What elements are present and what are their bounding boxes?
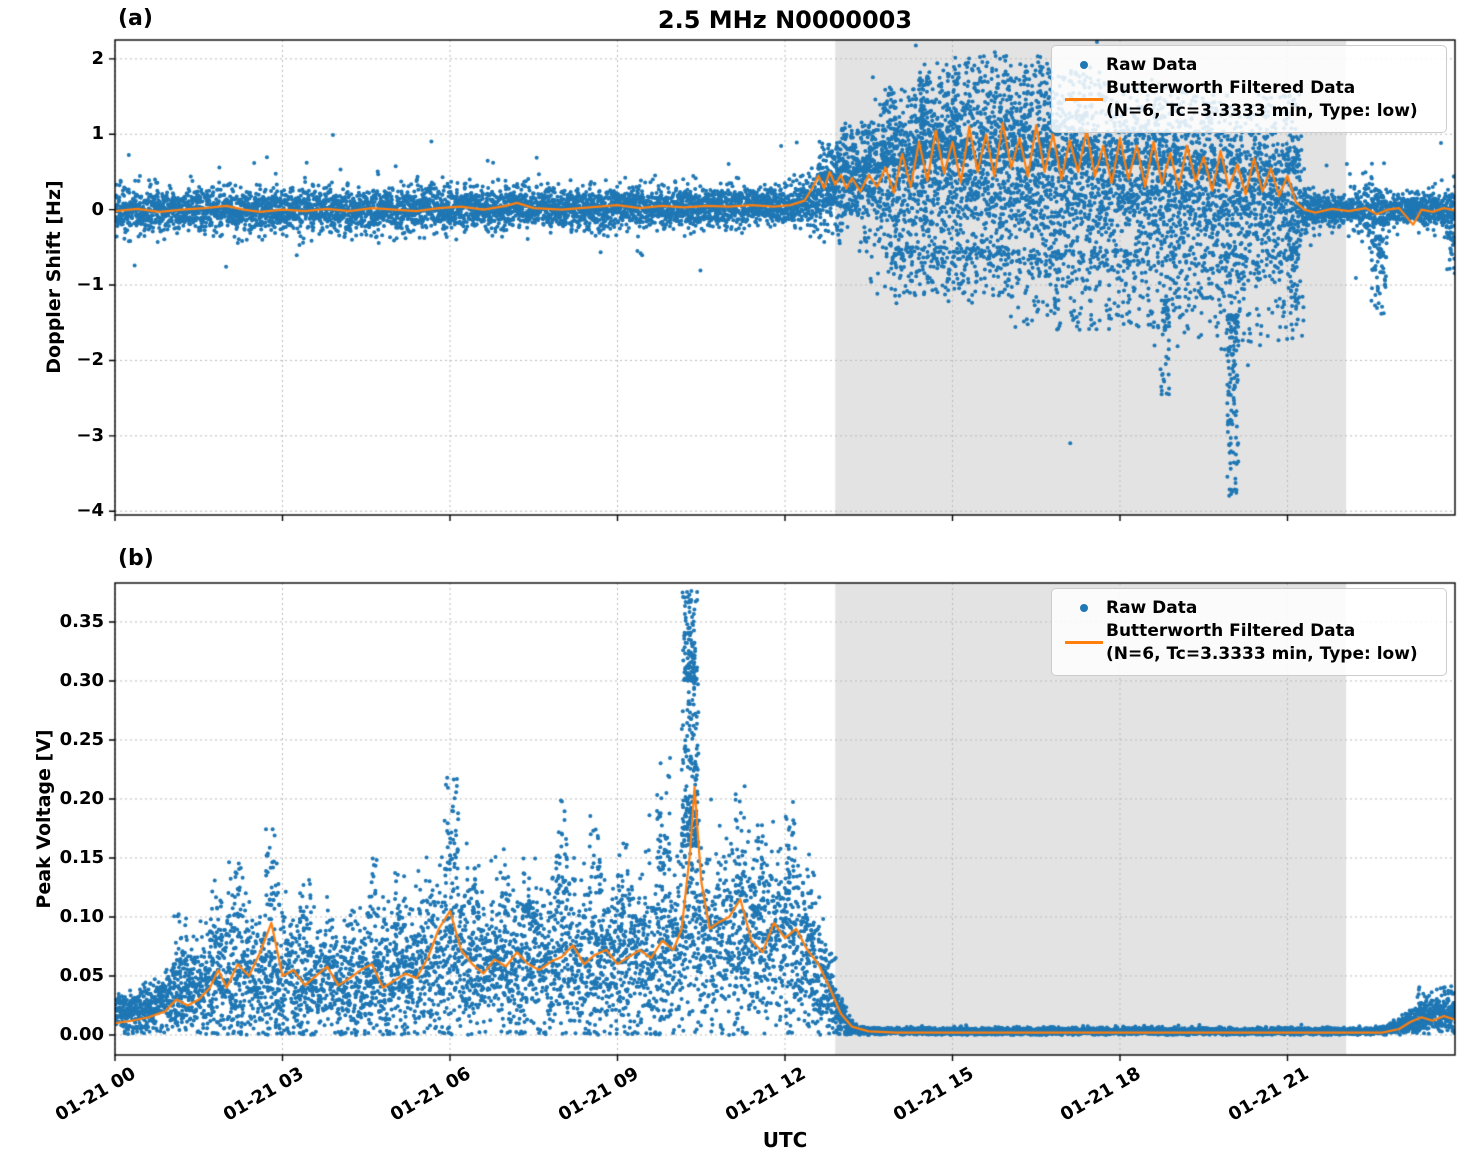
y-tick-label-a: −1: [76, 274, 104, 296]
legend-filtered-label: Butterworth Filtered Data: [1106, 620, 1356, 641]
legend-panel-b: Raw Data Butterworth Filtered Data (N=6,…: [1051, 588, 1447, 676]
legend-entry-filtered: Butterworth Filtered Data (N=6, Tc=3.333…: [1062, 77, 1434, 123]
y-tick-label-a: −3: [76, 424, 104, 446]
y-tick-label-a: −4: [76, 500, 104, 522]
raw-data-dot-marker: [1062, 604, 1106, 613]
filtered-line-marker: [1062, 98, 1106, 102]
legend-raw-label: Raw Data: [1106, 598, 1198, 618]
y-tick-label-a: 1: [91, 123, 104, 145]
y-tick-label-b: 0.15: [59, 846, 104, 868]
raw-data-dot-marker: [1062, 61, 1106, 70]
legend-entry-raw: Raw Data: [1062, 597, 1434, 620]
y-axis-label-voltage: Peak Voltage [V]: [33, 729, 55, 909]
legend-entry-raw: Raw Data: [1062, 54, 1434, 77]
legend-raw-label: Raw Data: [1106, 55, 1198, 75]
chart-title: 2.5 MHz N0000003: [657, 6, 913, 34]
panel-b-tag: (b): [118, 546, 154, 571]
y-tick-label-b: 0.05: [59, 964, 104, 986]
y-tick-label-b: 0.25: [59, 728, 104, 750]
legend-filtered-label: Butterworth Filtered Data: [1106, 77, 1356, 98]
y-tick-label-a: −2: [76, 349, 104, 371]
x-axis-label: UTC: [762, 1128, 808, 1152]
legend-filtered-sublabel: (N=6, Tc=3.3333 min, Type: low): [1106, 100, 1418, 121]
y-tick-label-b: 0.20: [59, 787, 104, 809]
y-tick-label-b: 0.10: [59, 905, 104, 927]
y-tick-label-a: 0: [91, 198, 104, 220]
y-tick-label-b: 0.00: [59, 1023, 104, 1045]
y-tick-label-b: 0.30: [59, 669, 104, 691]
y-tick-label-b: 0.35: [59, 610, 104, 632]
y-tick-label-a: 2: [91, 47, 104, 69]
filtered-line-marker: [1062, 641, 1106, 645]
panel-a-tag: (a): [118, 6, 153, 31]
legend-filtered-sublabel: (N=6, Tc=3.3333 min, Type: low): [1106, 643, 1418, 664]
legend-panel-a: Raw Data Butterworth Filtered Data (N=6,…: [1051, 45, 1447, 133]
legend-entry-filtered: Butterworth Filtered Data (N=6, Tc=3.333…: [1062, 620, 1434, 666]
